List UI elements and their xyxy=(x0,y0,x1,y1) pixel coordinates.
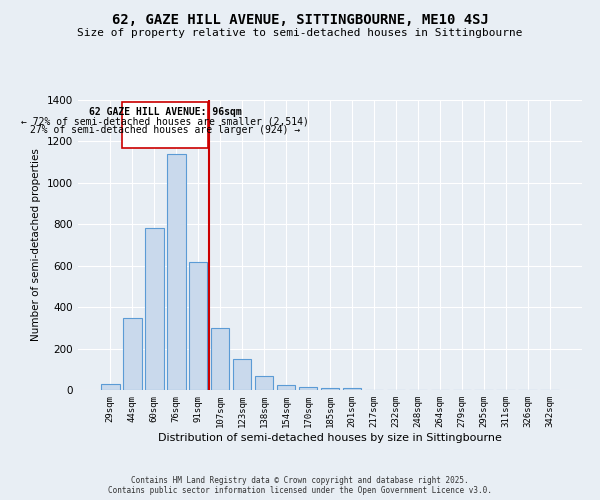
Text: ← 72% of semi-detached houses are smaller (2,514): ← 72% of semi-detached houses are smalle… xyxy=(21,116,309,126)
Bar xyxy=(255,376,274,390)
Text: 27% of semi-detached houses are larger (924) →: 27% of semi-detached houses are larger (… xyxy=(30,125,301,135)
Bar xyxy=(277,385,295,390)
Bar xyxy=(299,387,317,390)
Text: Size of property relative to semi-detached houses in Sittingbourne: Size of property relative to semi-detach… xyxy=(77,28,523,38)
Y-axis label: Number of semi-detached properties: Number of semi-detached properties xyxy=(31,148,41,342)
Bar xyxy=(189,262,208,390)
Bar xyxy=(320,388,340,390)
Bar xyxy=(167,154,185,390)
X-axis label: Distribution of semi-detached houses by size in Sittingbourne: Distribution of semi-detached houses by … xyxy=(158,432,502,442)
FancyBboxPatch shape xyxy=(122,102,208,148)
Text: 62, GAZE HILL AVENUE, SITTINGBOURNE, ME10 4SJ: 62, GAZE HILL AVENUE, SITTINGBOURNE, ME1… xyxy=(112,12,488,26)
Bar xyxy=(101,384,119,390)
Text: Contains HM Land Registry data © Crown copyright and database right 2025.
Contai: Contains HM Land Registry data © Crown c… xyxy=(108,476,492,495)
Bar xyxy=(123,318,142,390)
Text: 62 GAZE HILL AVENUE: 96sqm: 62 GAZE HILL AVENUE: 96sqm xyxy=(89,106,242,117)
Bar xyxy=(211,328,229,390)
Bar xyxy=(233,360,251,390)
Bar xyxy=(343,388,361,390)
Bar xyxy=(145,228,164,390)
